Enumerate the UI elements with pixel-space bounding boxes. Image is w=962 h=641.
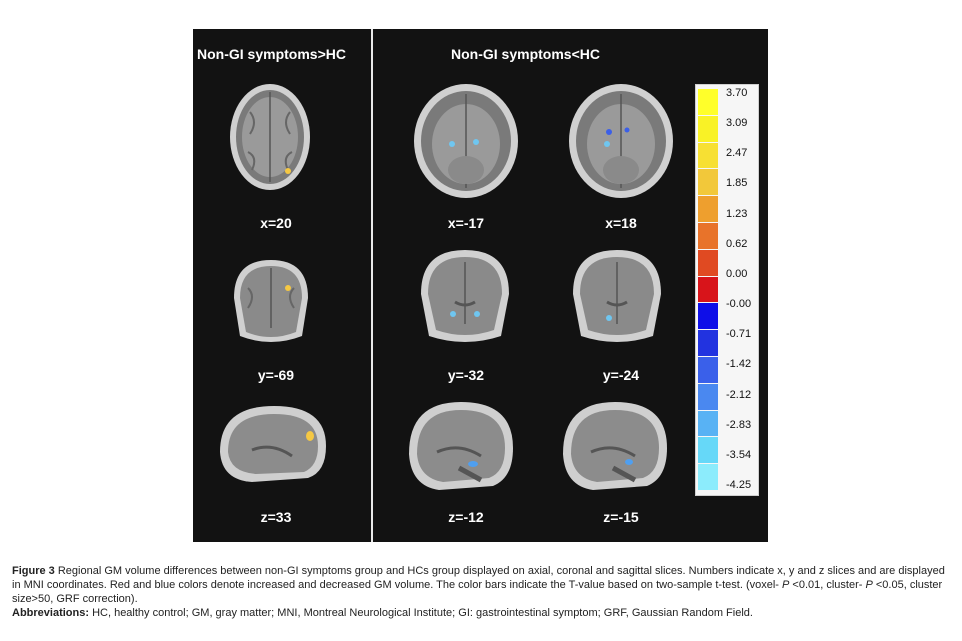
p-symbol: P: [782, 579, 790, 591]
coronal-slice-mid: [421, 250, 509, 342]
caption-paragraph: Figure 3 Regional GM volume differences …: [12, 564, 954, 606]
coord-label-z-left: z=33: [260, 509, 292, 525]
abbreviations-paragraph: Abbreviations: HC, healthy control; GM, …: [12, 606, 954, 620]
coord-label-x-right: x=18: [605, 215, 637, 231]
colorbar-swatch: [698, 249, 718, 277]
panel-divider: [371, 29, 373, 542]
right-panel-title: Non-GI symptoms<HC: [451, 46, 600, 62]
colorbar-swatch: [698, 330, 718, 357]
colorbar-swatch: [698, 89, 718, 116]
axial-slice-mid: [414, 84, 518, 198]
left-panel-title: Non-GI symptoms>HC: [197, 46, 346, 62]
coord-label-y-mid: y=-32: [447, 367, 485, 383]
colorbar-swatch: [698, 142, 718, 170]
colorbar-tick-label: 0.00: [726, 267, 748, 280]
coord-label-x-mid: x=-17: [447, 215, 485, 231]
coord-label-y-right: y=-24: [602, 367, 640, 383]
caption-text-2: <0.01, cluster-: [789, 579, 866, 591]
colorbar-tick-label: 0.62: [726, 237, 748, 250]
colorbar-swatch: [698, 222, 718, 250]
coord-label-x-left: x=20: [260, 215, 292, 231]
colorbar-tick-label: -3.54: [726, 448, 752, 461]
colorbar-swatch: [698, 169, 718, 197]
colorbar-tick-label: -1.42: [726, 358, 752, 371]
colorbar-tick-label: 1.85: [726, 177, 748, 190]
sagittal-slice-left: [220, 406, 326, 482]
colorbar-tick-label: -2.83: [726, 418, 752, 431]
colorbar-tick-label: 2.47: [726, 147, 748, 160]
t-value-colorbar: 3.70 3.09 2.47 1.85 1.23 0.62 0.00 -0.00 -0.71 -1…: [695, 84, 759, 496]
colorbar-tick-label: 3.09: [726, 117, 748, 130]
caption-text: Regional GM volume differences between n…: [12, 565, 945, 591]
abbreviations-text: HC, healthy control; GM, gray matter; MN…: [89, 607, 753, 619]
colorbar-swatches: [698, 89, 718, 491]
colorbar-swatch: [698, 410, 718, 438]
figure-caption: Figure 3 Regional GM volume differences …: [12, 564, 954, 620]
axial-slice-left: [230, 84, 310, 190]
colorbar-tick-label: -0.00: [726, 298, 752, 311]
sagittal-slice-right: [563, 402, 667, 490]
colorbar-tick-label: -4.25: [726, 479, 752, 491]
colorbar-swatch: [698, 464, 718, 491]
colorbar-swatch: [698, 196, 718, 223]
colorbar-swatch: [698, 383, 718, 411]
p-symbol-2: P: [865, 579, 873, 591]
abbreviations-label: Abbreviations:: [12, 607, 90, 619]
colorbar-swatch: [698, 356, 718, 384]
coord-label-z-right: z=-15: [603, 509, 639, 525]
axial-slice-right: [569, 84, 673, 198]
colorbar-swatch: [698, 115, 718, 143]
coord-label-y-left: y=-69: [257, 367, 295, 383]
colorbar-tick-label: 3.70: [726, 87, 748, 99]
caption-text-3: <0.05, cluster size>50, GRF correction).: [12, 579, 943, 605]
coronal-slice-right: [573, 250, 661, 342]
colorbar-tick-label: -2.12: [726, 388, 752, 401]
colorbar-swatch: [698, 276, 718, 304]
sagittal-slice-mid: [409, 402, 513, 490]
coord-label-z-mid: z=-12: [448, 509, 484, 525]
colorbar-tick-label: 1.23: [726, 207, 748, 220]
colorbar-swatch: [698, 303, 718, 331]
colorbar-tick-label: -0.71: [726, 328, 752, 341]
colorbar-swatch: [698, 437, 718, 465]
coronal-slice-left: [234, 260, 308, 342]
figure-label: Figure 3: [12, 565, 55, 577]
